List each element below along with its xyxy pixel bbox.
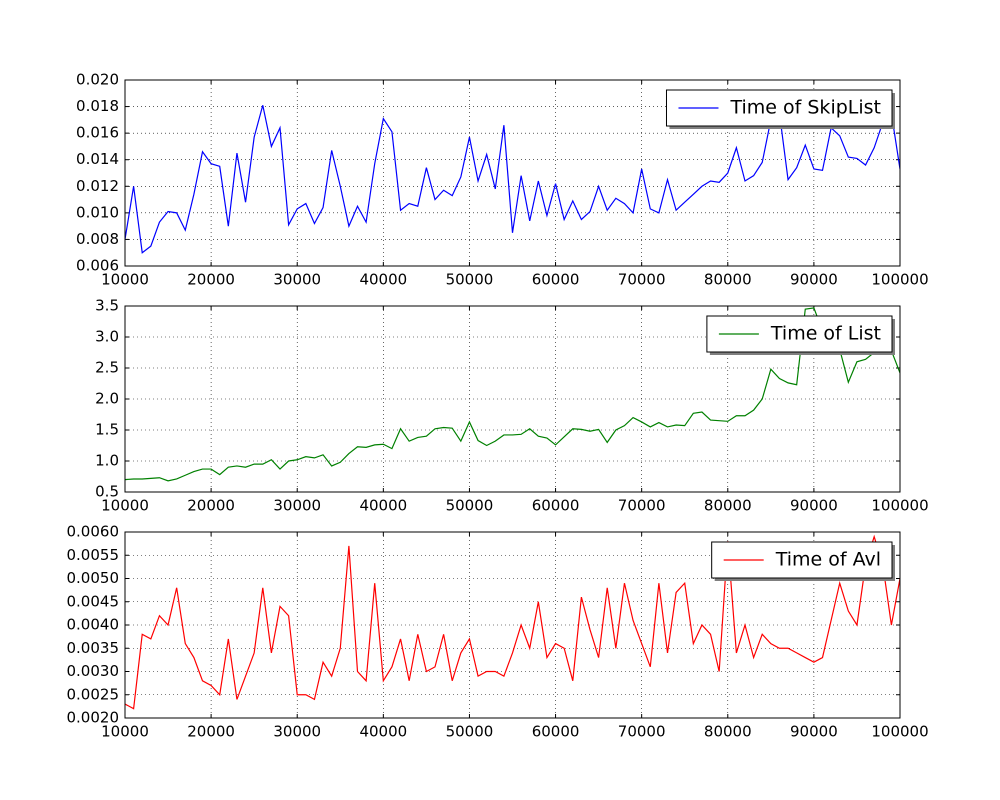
y-tick-label: 0.018 bbox=[76, 97, 119, 115]
y-tick-label: 0.014 bbox=[76, 150, 119, 168]
legend: Time of Avl bbox=[711, 541, 895, 581]
x-tick-label: 80000 bbox=[704, 271, 752, 289]
x-tick-label: 40000 bbox=[359, 271, 407, 289]
y-tick-label: 0.012 bbox=[76, 177, 119, 195]
axes-frame bbox=[124, 531, 901, 719]
y-tick-label: 0.0055 bbox=[67, 546, 120, 564]
y-tick-label: 0.0035 bbox=[67, 639, 120, 657]
x-tick-label: 70000 bbox=[618, 271, 666, 289]
y-tick-label: 0.008 bbox=[76, 230, 119, 248]
x-tick-label: 30000 bbox=[273, 271, 321, 289]
y-tick-label: 0.5 bbox=[95, 483, 119, 501]
y-tick-label: 0.0060 bbox=[67, 523, 120, 541]
y-tick-label: 1.0 bbox=[95, 452, 119, 470]
y-tick-label: 0.006 bbox=[76, 257, 119, 275]
x-tick-label: 100000 bbox=[871, 271, 928, 289]
x-tick-label: 50000 bbox=[446, 497, 494, 515]
x-tick-label: 60000 bbox=[532, 497, 580, 515]
x-tick-label: 30000 bbox=[273, 723, 321, 741]
x-tick-label: 50000 bbox=[446, 723, 494, 741]
y-tick-label: 3.0 bbox=[95, 328, 119, 346]
y-tick-label: 0.010 bbox=[76, 203, 119, 221]
x-tick-label: 70000 bbox=[618, 497, 666, 515]
x-tick-label: 100000 bbox=[871, 497, 928, 515]
x-tick-label: 60000 bbox=[532, 723, 580, 741]
x-tick-label: 50000 bbox=[446, 271, 494, 289]
y-tick-label: 0.020 bbox=[76, 71, 119, 89]
data-line bbox=[125, 534, 900, 710]
legend-text: Time of List bbox=[770, 323, 881, 345]
data-line bbox=[125, 307, 900, 482]
axes-frame bbox=[124, 305, 901, 493]
legend: Time of SkipList bbox=[665, 89, 895, 129]
y-tick-label: 0.0050 bbox=[67, 569, 120, 587]
y-tick-label: 2.0 bbox=[95, 390, 119, 408]
y-tick-label: 1.5 bbox=[95, 421, 119, 439]
x-tick-label: 100000 bbox=[871, 723, 928, 741]
x-tick-label: 10000 bbox=[101, 723, 149, 741]
y-tick-label: 2.5 bbox=[95, 359, 119, 377]
x-tick-label: 90000 bbox=[790, 723, 838, 741]
y-tick-label: 0.0020 bbox=[67, 709, 120, 727]
y-tick-label: 0.016 bbox=[76, 124, 119, 142]
x-tick-label: 20000 bbox=[187, 497, 235, 515]
x-tick-label: 40000 bbox=[359, 497, 407, 515]
y-tick-label: 0.0040 bbox=[67, 616, 120, 634]
legend-text: Time of SkipList bbox=[729, 97, 881, 119]
y-tick-label: 3.5 bbox=[95, 297, 119, 315]
x-tick-label: 20000 bbox=[187, 271, 235, 289]
x-tick-label: 10000 bbox=[101, 497, 149, 515]
x-tick-label: 90000 bbox=[790, 271, 838, 289]
x-tick-label: 70000 bbox=[618, 723, 666, 741]
y-tick-label: 0.0045 bbox=[67, 592, 120, 610]
y-tick-label: 0.0025 bbox=[67, 685, 120, 703]
x-tick-label: 80000 bbox=[704, 497, 752, 515]
x-tick-label: 40000 bbox=[359, 723, 407, 741]
x-tick-label: 10000 bbox=[101, 271, 149, 289]
y-tick-label: 0.0030 bbox=[67, 662, 120, 680]
legend-text: Time of Avl bbox=[775, 549, 881, 571]
legend: Time of List bbox=[706, 315, 895, 355]
x-tick-label: 20000 bbox=[187, 723, 235, 741]
axes-frame bbox=[124, 79, 901, 267]
x-tick-label: 60000 bbox=[532, 271, 580, 289]
x-tick-label: 90000 bbox=[790, 497, 838, 515]
x-tick-label: 30000 bbox=[273, 497, 321, 515]
x-tick-label: 80000 bbox=[704, 723, 752, 741]
